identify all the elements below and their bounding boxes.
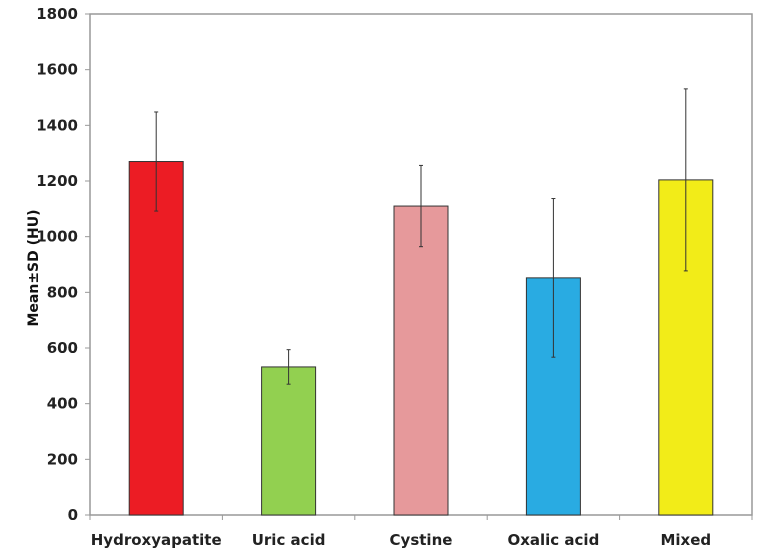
x-tick-label: Cystine <box>390 531 453 549</box>
y-tick-label: 1800 <box>36 5 78 23</box>
y-axis-label: Mean±SD (HU) <box>26 209 42 326</box>
y-tick-label: 1200 <box>36 172 78 190</box>
x-tick-label: Oxalic acid <box>507 531 599 549</box>
x-tick-label: Hydroxyapatite <box>91 531 222 549</box>
y-tick-label: 800 <box>47 283 78 301</box>
y-tick-label: 1400 <box>36 116 78 134</box>
y-tick-label: 1000 <box>36 228 78 246</box>
bar-hydroxyapatite <box>128 161 184 516</box>
x-tick-label: Uric acid <box>252 531 326 549</box>
bar-uric-acid <box>261 366 317 516</box>
y-tick-label: 400 <box>47 395 78 413</box>
bar-cystine <box>393 205 449 516</box>
y-tick-label: 0 <box>68 506 78 524</box>
y-tick-label: 200 <box>47 450 78 468</box>
y-tick-label: 600 <box>47 339 78 357</box>
x-tick-label: Mixed <box>660 531 711 549</box>
y-tick-label: 1600 <box>36 61 78 79</box>
